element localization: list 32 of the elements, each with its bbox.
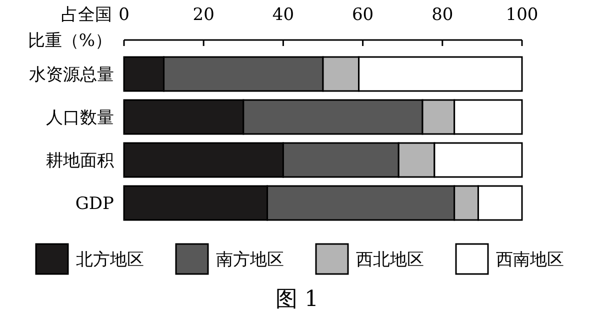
bar bbox=[163, 56, 324, 92]
x-tick-label: 80 bbox=[432, 5, 454, 25]
bar bbox=[123, 99, 244, 135]
x-tick-label: 100 bbox=[506, 5, 538, 25]
bar bbox=[123, 185, 268, 221]
legend-label: 北方地区 bbox=[76, 250, 144, 270]
bar bbox=[266, 185, 456, 221]
legend-label: 西南地区 bbox=[496, 250, 564, 270]
x-axis-title: 占全国比重（%） bbox=[28, 5, 112, 51]
bar bbox=[123, 142, 284, 178]
y-tick-label: 人口数量 bbox=[46, 108, 114, 128]
bar bbox=[358, 56, 523, 92]
x-tick-label: 60 bbox=[352, 5, 374, 25]
legend-label: 南方地区 bbox=[216, 250, 284, 270]
y-tick-label: 水资源总量 bbox=[29, 65, 114, 85]
bar bbox=[454, 99, 523, 135]
y-tick-label: GDP bbox=[75, 194, 114, 214]
bar bbox=[454, 185, 479, 221]
bar bbox=[477, 185, 523, 221]
bar bbox=[398, 142, 436, 178]
bar bbox=[322, 56, 360, 92]
bar bbox=[242, 99, 424, 135]
bar bbox=[282, 142, 400, 178]
x-tick-label: 40 bbox=[272, 5, 294, 25]
bar bbox=[123, 56, 165, 92]
x-tick-label: 0 bbox=[118, 5, 130, 25]
bar bbox=[422, 99, 456, 135]
x-tick-label: 20 bbox=[192, 5, 214, 25]
caption: 图 1 bbox=[276, 287, 318, 312]
bar bbox=[434, 142, 523, 178]
legend-label: 西北地区 bbox=[356, 250, 424, 270]
y-tick-label: 耕地面积 bbox=[46, 151, 114, 171]
